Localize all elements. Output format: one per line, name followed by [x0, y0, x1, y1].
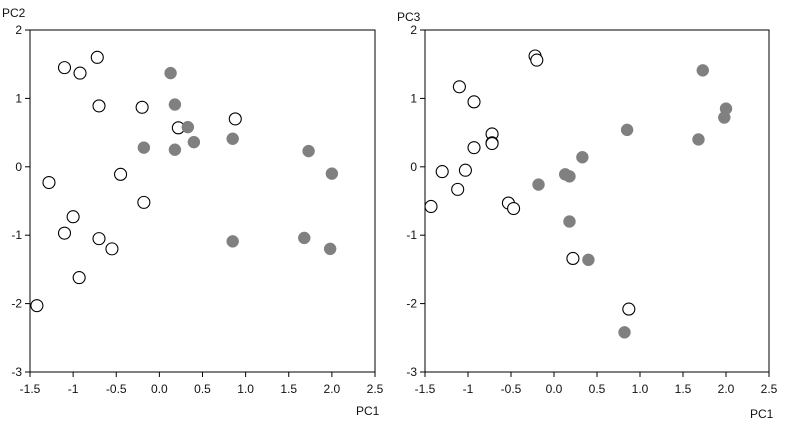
filled-data-point	[563, 215, 576, 228]
x-tick-label: 0.5	[194, 382, 211, 396]
open-data-point	[458, 163, 472, 177]
open-data-point	[435, 165, 449, 179]
open-data-point	[452, 80, 466, 94]
x-tick-label: 0.0	[151, 382, 168, 396]
open-data-point	[66, 210, 80, 224]
series-open-circle	[424, 49, 636, 316]
x-tick-label: 0.0	[546, 382, 563, 396]
filled-data-point	[302, 144, 315, 158]
x-tick-label: 1.5	[280, 382, 297, 396]
filled-data-point	[692, 133, 705, 146]
open-data-point	[114, 167, 128, 181]
x-tick-label: 2.0	[718, 382, 735, 396]
plot-frame	[424, 29, 770, 373]
open-data-point	[566, 251, 580, 266]
filled-data-point	[718, 111, 731, 124]
series-open-circle	[30, 50, 242, 313]
open-data-point	[228, 112, 242, 126]
open-data-point	[30, 299, 44, 313]
filled-data-point	[325, 167, 339, 180]
y-axis-title: PC2	[2, 6, 26, 20]
open-data-point	[485, 136, 499, 151]
filled-data-point	[137, 141, 151, 154]
open-data-point	[72, 271, 86, 285]
filled-data-point	[181, 120, 195, 134]
filled-data-point	[168, 143, 182, 156]
x-tick-label: -1.5	[415, 382, 436, 396]
open-data-point	[42, 175, 56, 190]
plot-frame	[29, 29, 376, 373]
open-data-point	[135, 100, 149, 114]
filled-data-point	[168, 98, 182, 111]
y-tick-label: 2	[410, 23, 417, 37]
filled-data-point	[532, 178, 545, 191]
open-data-point	[105, 242, 119, 256]
y-tick-label: -3	[11, 365, 22, 379]
filled-data-point	[576, 150, 589, 164]
chart-panel-2: -1.5 -1 -0.5 0.0 0.5 1.0 1.5 2.0 2.5 2 1 0 -1 -2 -3 PC3…	[397, 10, 778, 421]
open-data-point	[92, 232, 106, 246]
y-tick-label: -1	[406, 228, 417, 242]
open-data-point	[92, 99, 106, 113]
open-data-point	[57, 226, 72, 240]
x-tick-label: 2.5	[367, 382, 384, 396]
series-filled-circle	[137, 66, 339, 256]
y-tick-label: 2	[15, 23, 22, 37]
chart-panel-1: -1.5 -1 -0.5 0.0 0.5 1.0 1.5 2.0 2.5 2 1 0 -1 -2 -3 PC2…	[2, 6, 384, 418]
open-data-point	[90, 50, 104, 64]
open-data-point	[137, 195, 151, 209]
x-tick-label: -0.5	[501, 382, 522, 396]
x-axis-title: PC1	[356, 404, 380, 418]
open-data-point	[467, 95, 481, 109]
y-tick-label: 1	[15, 91, 22, 105]
open-data-point	[507, 201, 521, 216]
y-tick-label: 1	[410, 91, 417, 105]
filled-data-point	[323, 242, 337, 256]
filled-data-point	[226, 132, 239, 146]
open-data-point	[57, 61, 72, 75]
y-tick-label: 0	[410, 160, 417, 174]
open-data-point	[530, 53, 544, 67]
x-tick-label: -1	[463, 382, 474, 396]
y-axis-title: PC3	[397, 10, 421, 24]
x-tick-label: 2.0	[324, 382, 341, 396]
series-filled-circle	[532, 64, 733, 339]
y-tick-label: -2	[11, 297, 22, 311]
open-data-point	[622, 302, 636, 316]
x-tick-label: -1	[68, 382, 79, 396]
filled-data-point	[563, 170, 576, 183]
y-tick-label: 0	[15, 160, 22, 174]
open-data-point	[73, 66, 87, 80]
x-tick-label: 2.5	[761, 382, 778, 396]
x-tick-label: -0.5	[106, 382, 127, 396]
x-tick-label: 1.5	[675, 382, 692, 396]
filled-data-point	[696, 64, 710, 77]
x-tick-label: 1.0	[237, 382, 254, 396]
open-data-point	[451, 182, 465, 196]
x-axis-title: PC1	[750, 407, 774, 421]
filled-data-point	[187, 135, 201, 149]
y-tick-label: -3	[406, 365, 417, 379]
x-tick-label: -1.5	[20, 382, 41, 396]
y-tick-label: -1	[11, 228, 22, 242]
filled-data-point	[164, 66, 177, 80]
open-data-point	[424, 199, 438, 214]
open-data-point	[467, 141, 481, 155]
filled-data-point	[620, 123, 634, 137]
x-tick-label: 1.0	[632, 382, 649, 396]
y-tick-label: -2	[406, 297, 417, 311]
filled-data-point	[226, 235, 239, 248]
x-tick-label: 0.5	[589, 382, 606, 396]
filled-data-point	[298, 231, 311, 245]
filled-data-point	[618, 326, 631, 339]
filled-data-point	[582, 253, 595, 267]
